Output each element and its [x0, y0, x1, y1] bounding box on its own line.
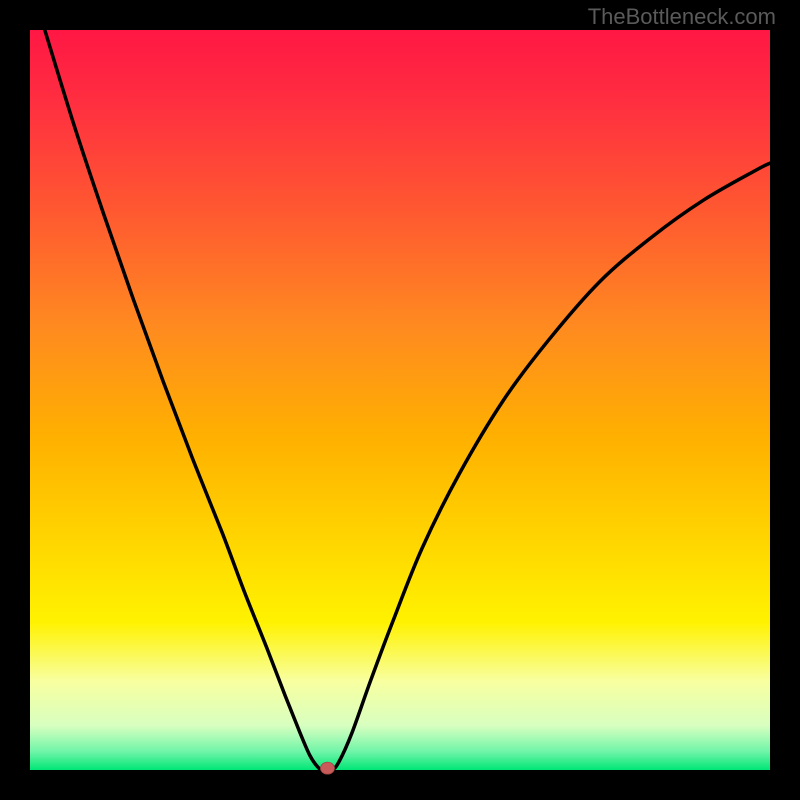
- optimum-marker: [320, 762, 334, 774]
- curve-layer: [0, 0, 800, 800]
- chart-container: TheBottleneck.com: [0, 0, 800, 800]
- bottleneck-curve: [45, 30, 770, 771]
- watermark-text: TheBottleneck.com: [588, 4, 776, 30]
